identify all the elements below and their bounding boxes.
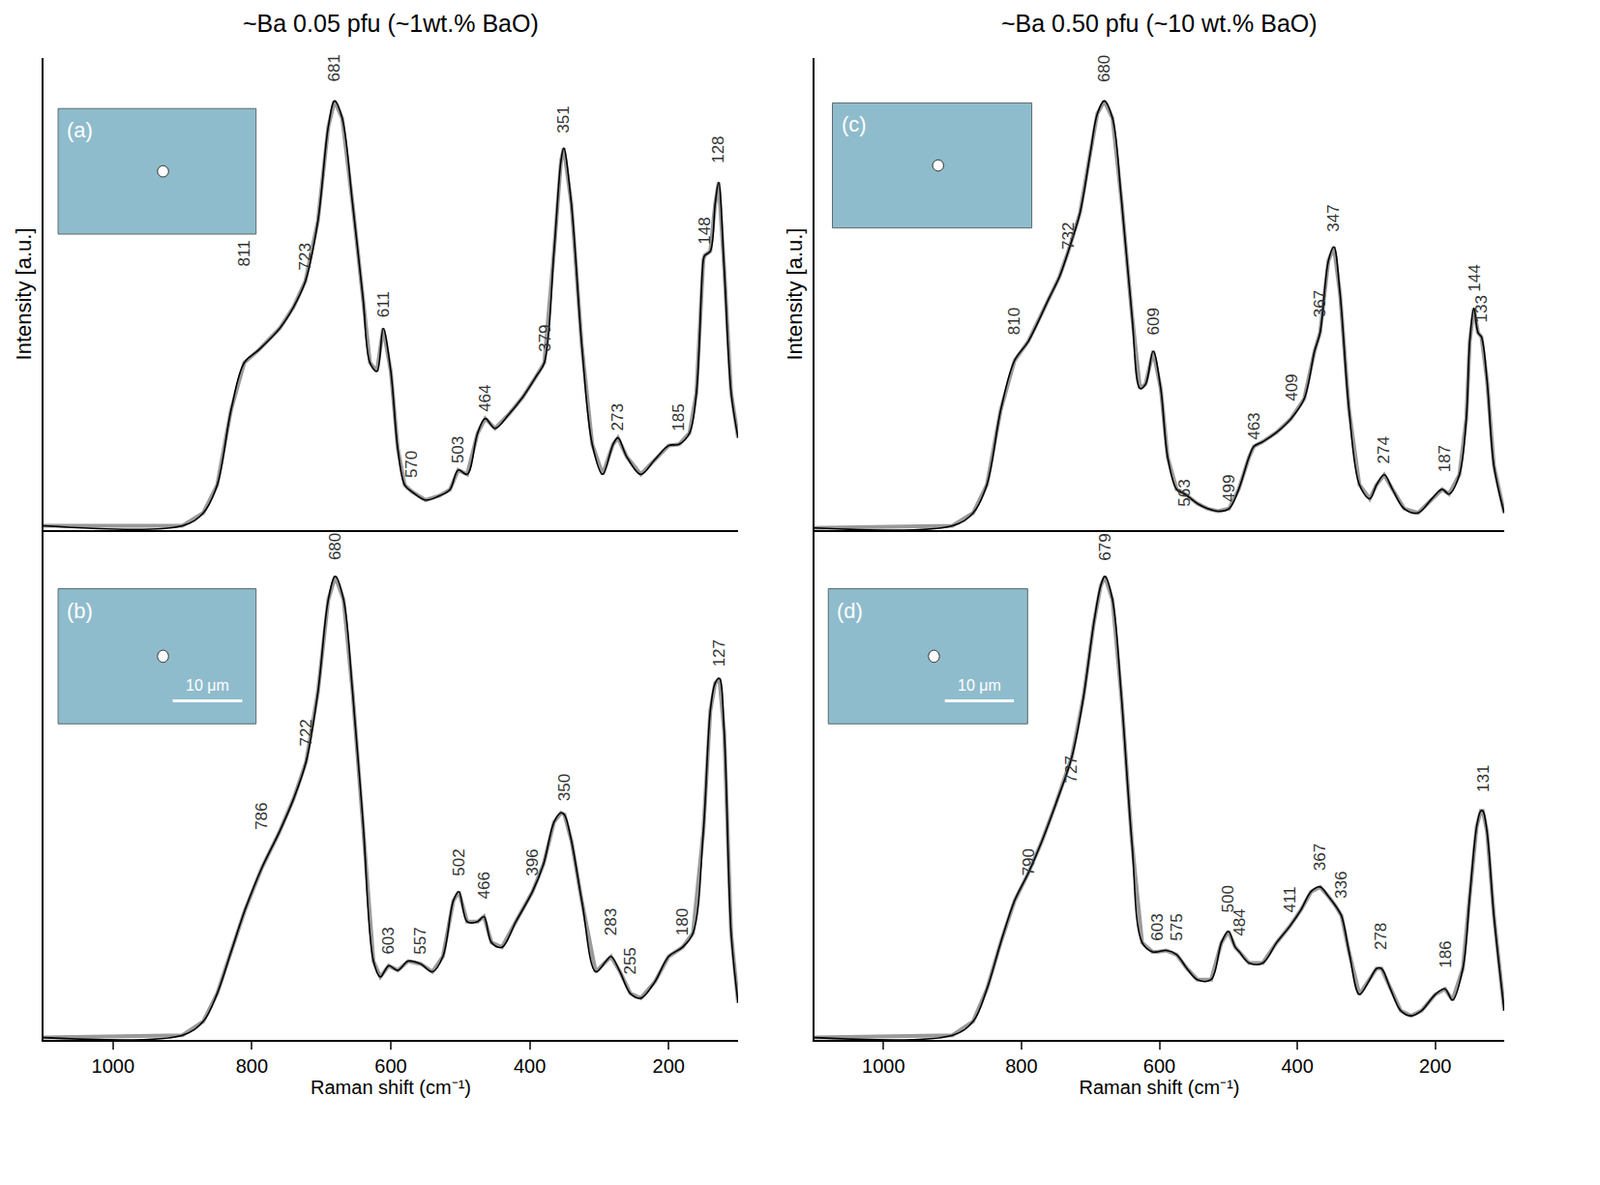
svg-text:Raman shift (cm⁻¹): Raman shift (cm⁻¹) (1079, 1076, 1241, 1098)
svg-text:563: 563 (1175, 478, 1194, 506)
svg-text:603: 603 (379, 926, 398, 954)
svg-text:180: 180 (673, 908, 692, 936)
svg-text:396: 396 (523, 848, 542, 876)
svg-text:800: 800 (1005, 1055, 1038, 1077)
svg-text:255: 255 (621, 947, 640, 975)
svg-text:603: 603 (1148, 913, 1167, 941)
svg-text:502: 502 (449, 848, 469, 876)
svg-text:681: 681 (325, 54, 344, 82)
svg-text:Intensity [a.u.]: Intensity [a.u.] (782, 228, 807, 361)
svg-text:1000: 1000 (91, 1055, 136, 1077)
svg-text:409: 409 (1282, 373, 1302, 401)
svg-text:790: 790 (1019, 848, 1038, 876)
svg-text:503: 503 (448, 436, 468, 464)
svg-text:127: 127 (710, 639, 729, 667)
svg-text:609: 609 (1144, 307, 1163, 335)
svg-text:722: 722 (296, 718, 316, 746)
svg-text:186: 186 (1436, 940, 1455, 968)
svg-text:(d): (d) (836, 598, 863, 623)
svg-text:200: 200 (1419, 1055, 1452, 1077)
svg-text:Raman shift (cm⁻¹): Raman shift (cm⁻¹) (310, 1076, 472, 1098)
svg-text:611: 611 (374, 291, 393, 318)
svg-text:570: 570 (402, 450, 421, 478)
svg-text:~Ba 0.05 pfu (~1wt.% BaO): ~Ba 0.05 pfu (~1wt.% BaO) (242, 9, 539, 37)
svg-text:(b): (b) (66, 598, 93, 623)
svg-text:278: 278 (1371, 922, 1391, 950)
svg-text:1000: 1000 (861, 1055, 906, 1077)
svg-text:463: 463 (1244, 412, 1264, 440)
svg-text:273: 273 (608, 403, 627, 431)
svg-text:(a): (a) (66, 118, 93, 143)
svg-text:600: 600 (374, 1055, 407, 1077)
svg-text:148: 148 (695, 216, 714, 244)
svg-text:575: 575 (1167, 913, 1186, 941)
svg-text:Intensity [a.u.]: Intensity [a.u.] (11, 228, 36, 361)
svg-text:727: 727 (1062, 755, 1081, 783)
svg-text:786: 786 (252, 801, 271, 830)
svg-text:400: 400 (1280, 1055, 1313, 1077)
svg-text:732: 732 (1059, 222, 1078, 250)
svg-text:367: 367 (1310, 290, 1330, 318)
svg-text:679: 679 (1096, 533, 1115, 561)
svg-text:810: 810 (1005, 307, 1024, 335)
svg-text:811: 811 (235, 239, 254, 267)
svg-text:400: 400 (513, 1055, 546, 1077)
svg-text:351: 351 (554, 105, 573, 133)
svg-text:274: 274 (1374, 436, 1393, 464)
svg-text:133: 133 (1472, 295, 1491, 323)
svg-text:~Ba 0.50 pfu (~10 wt.% BaO): ~Ba 0.50 pfu (~10 wt.% BaO) (1001, 9, 1318, 37)
svg-text:466: 466 (474, 871, 494, 899)
svg-text:499: 499 (1219, 474, 1239, 503)
svg-text:680: 680 (325, 533, 345, 561)
svg-text:350: 350 (555, 773, 574, 801)
svg-text:144: 144 (1465, 264, 1484, 292)
svg-text:128: 128 (709, 135, 728, 163)
svg-text:10 μm: 10 μm (185, 677, 230, 694)
svg-text:484: 484 (1230, 908, 1249, 936)
svg-text:185: 185 (669, 403, 688, 431)
svg-text:379: 379 (535, 324, 555, 352)
svg-text:283: 283 (601, 908, 621, 936)
svg-text:557: 557 (411, 926, 430, 954)
svg-text:500: 500 (1218, 885, 1238, 913)
svg-text:187: 187 (1435, 444, 1454, 473)
svg-text:600: 600 (1143, 1055, 1176, 1077)
svg-text:200: 200 (652, 1055, 685, 1077)
svg-text:367: 367 (1310, 843, 1330, 871)
svg-text:10 μm: 10 μm (957, 677, 1002, 694)
svg-text:411: 411 (1280, 886, 1300, 913)
svg-text:723: 723 (296, 242, 315, 270)
svg-text:464: 464 (475, 384, 495, 412)
svg-text:347: 347 (1324, 204, 1343, 232)
svg-text:131: 131 (1474, 765, 1493, 793)
svg-text:800: 800 (236, 1055, 268, 1077)
svg-text:680: 680 (1095, 55, 1114, 83)
svg-text:336: 336 (1332, 871, 1351, 899)
svg-text:(c): (c) (841, 112, 867, 137)
